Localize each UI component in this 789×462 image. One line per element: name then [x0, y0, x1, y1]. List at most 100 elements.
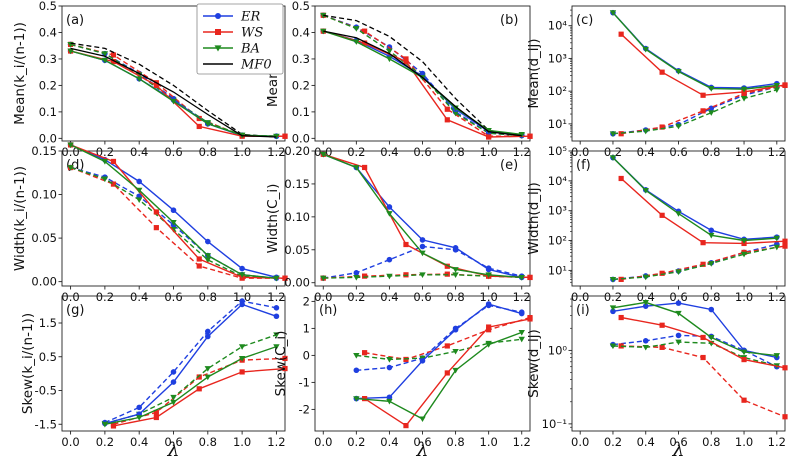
- y-axis-label: Width(k_i/(n-1)): [12, 166, 28, 271]
- data-point-ws: [659, 69, 665, 75]
- data-point-ba: [452, 367, 459, 374]
- data-point-er: [386, 394, 393, 401]
- data-point-ba: [740, 349, 748, 356]
- data-point-ba: [353, 396, 360, 402]
- series-line-mf0-dashed: [323, 14, 522, 137]
- data-point-ws: [486, 134, 492, 140]
- data-point-ba: [452, 105, 459, 112]
- y-tick-label: 10³: [548, 204, 568, 218]
- x-tick-label: 0.4: [637, 145, 655, 159]
- data-point-ws: [282, 133, 288, 139]
- panel-d: 0.0 0.2 0.4 0.6 0.8 1.0 1.20.000.050.100.15Wid…: [12, 142, 288, 304]
- x-tick-label: 0.6: [413, 145, 431, 159]
- series-line-ba-solid: [356, 331, 522, 420]
- data-point-ba: [485, 128, 492, 134]
- x-tick-label: 0.0: [314, 290, 332, 304]
- x-tick-label: 1.0: [480, 435, 498, 449]
- series-line-er-dashed: [612, 243, 777, 281]
- data-point-er: [353, 270, 360, 276]
- data-point-ba: [135, 76, 143, 82]
- series-line-ws-dashed: [323, 14, 530, 137]
- y-tick-label: 1.5: [39, 316, 57, 330]
- data-point-ws: [196, 123, 202, 130]
- y-tick-label: 10²: [548, 84, 567, 98]
- data-point-ws: [196, 386, 202, 392]
- data-point-ba: [386, 357, 393, 363]
- y-axis-label: Width(C_i): [265, 184, 281, 254]
- y-tick-label: 1: [303, 321, 310, 335]
- data-point-er: [353, 367, 360, 374]
- legend-marker-ws: [215, 29, 221, 35]
- data-point-ws: [659, 322, 665, 328]
- data-point-ba: [708, 232, 715, 239]
- data-point-ws: [659, 344, 665, 350]
- y-axis-label: Skew(d_ij): [526, 329, 542, 398]
- data-point-ba: [708, 110, 715, 116]
- data-point-er: [205, 328, 211, 335]
- x-tick-label: 0.8: [702, 145, 720, 159]
- data-point-ws: [444, 370, 450, 376]
- x-tick-label: 0.4: [380, 145, 398, 159]
- x-tick-label: 0.8: [446, 145, 464, 159]
- y-tick-label: 0.1: [292, 105, 310, 119]
- data-point-er: [485, 301, 492, 307]
- data-point-er: [419, 237, 426, 243]
- x-tick-label: 1.0: [233, 290, 251, 304]
- series-line-er-dashed: [612, 334, 778, 368]
- data-point-er: [205, 238, 211, 245]
- data-point-ba: [419, 416, 426, 423]
- data-point-er: [419, 358, 426, 364]
- data-point-ws: [153, 225, 159, 231]
- x-tick-label: 0.4: [637, 290, 655, 304]
- data-point-er: [273, 305, 280, 311]
- data-point-er: [610, 308, 616, 315]
- data-point-ws: [741, 356, 747, 363]
- x-tick-label: 0.0: [571, 290, 589, 304]
- series-line-ba-solid: [612, 12, 777, 90]
- data-point-ws: [362, 273, 368, 279]
- series-line-ba-dashed: [612, 246, 777, 281]
- data-point-ws: [153, 409, 159, 416]
- data-point-ba: [609, 305, 617, 311]
- data-point-ba: [273, 344, 280, 350]
- x-tick-label: 0.4: [130, 435, 148, 449]
- data-point-ba: [101, 57, 109, 64]
- data-point-ws: [618, 175, 624, 182]
- x-tick-label: 0.2: [347, 145, 365, 159]
- panel-e: 0.0 0.2 0.4 0.6 0.8 1.0 1.20.000.050.100.150.2…: [265, 144, 533, 304]
- data-point-ba: [170, 98, 177, 105]
- x-tick-label: 0.0: [571, 435, 589, 449]
- y-tick-label: 10²: [548, 234, 567, 248]
- data-point-er: [642, 338, 649, 344]
- data-point-ba: [773, 82, 781, 89]
- y-tick-label: 0.0: [39, 131, 57, 145]
- data-point-ba: [170, 399, 177, 406]
- panel-label: (h): [319, 303, 337, 318]
- data-point-ba: [204, 366, 212, 372]
- x-tick-label: 0.6: [669, 290, 687, 304]
- x-tick-label: 0.6: [164, 435, 182, 449]
- data-point-ba: [353, 353, 360, 359]
- series-line-ba-dashed: [104, 334, 277, 425]
- data-point-ba: [320, 275, 327, 282]
- x-tick-label: 0.8: [199, 145, 217, 159]
- y-tick-label: 0.05: [31, 231, 57, 245]
- data-point-ba: [609, 10, 617, 16]
- x-tick-label: 1.0: [480, 145, 498, 159]
- legend-label-ws: WS: [241, 26, 263, 41]
- data-point-ws: [700, 92, 706, 98]
- data-point-ba: [773, 87, 781, 94]
- data-point-er: [273, 313, 280, 320]
- series-line-mf0-dashed: [70, 42, 277, 138]
- y-tick-label: -1: [299, 375, 310, 389]
- data-point-er: [675, 332, 682, 339]
- y-axis-label: Mean(k_i/(n-1)): [12, 22, 28, 125]
- panel-label: (e): [500, 158, 518, 173]
- y-tick-label: 0.00: [284, 276, 310, 290]
- y-tick-label: 0.10: [284, 210, 310, 224]
- data-point-ws: [527, 274, 533, 281]
- data-point-ba: [353, 39, 360, 45]
- axes-frame: [61, 295, 286, 432]
- series-line-ba-solid: [612, 157, 777, 242]
